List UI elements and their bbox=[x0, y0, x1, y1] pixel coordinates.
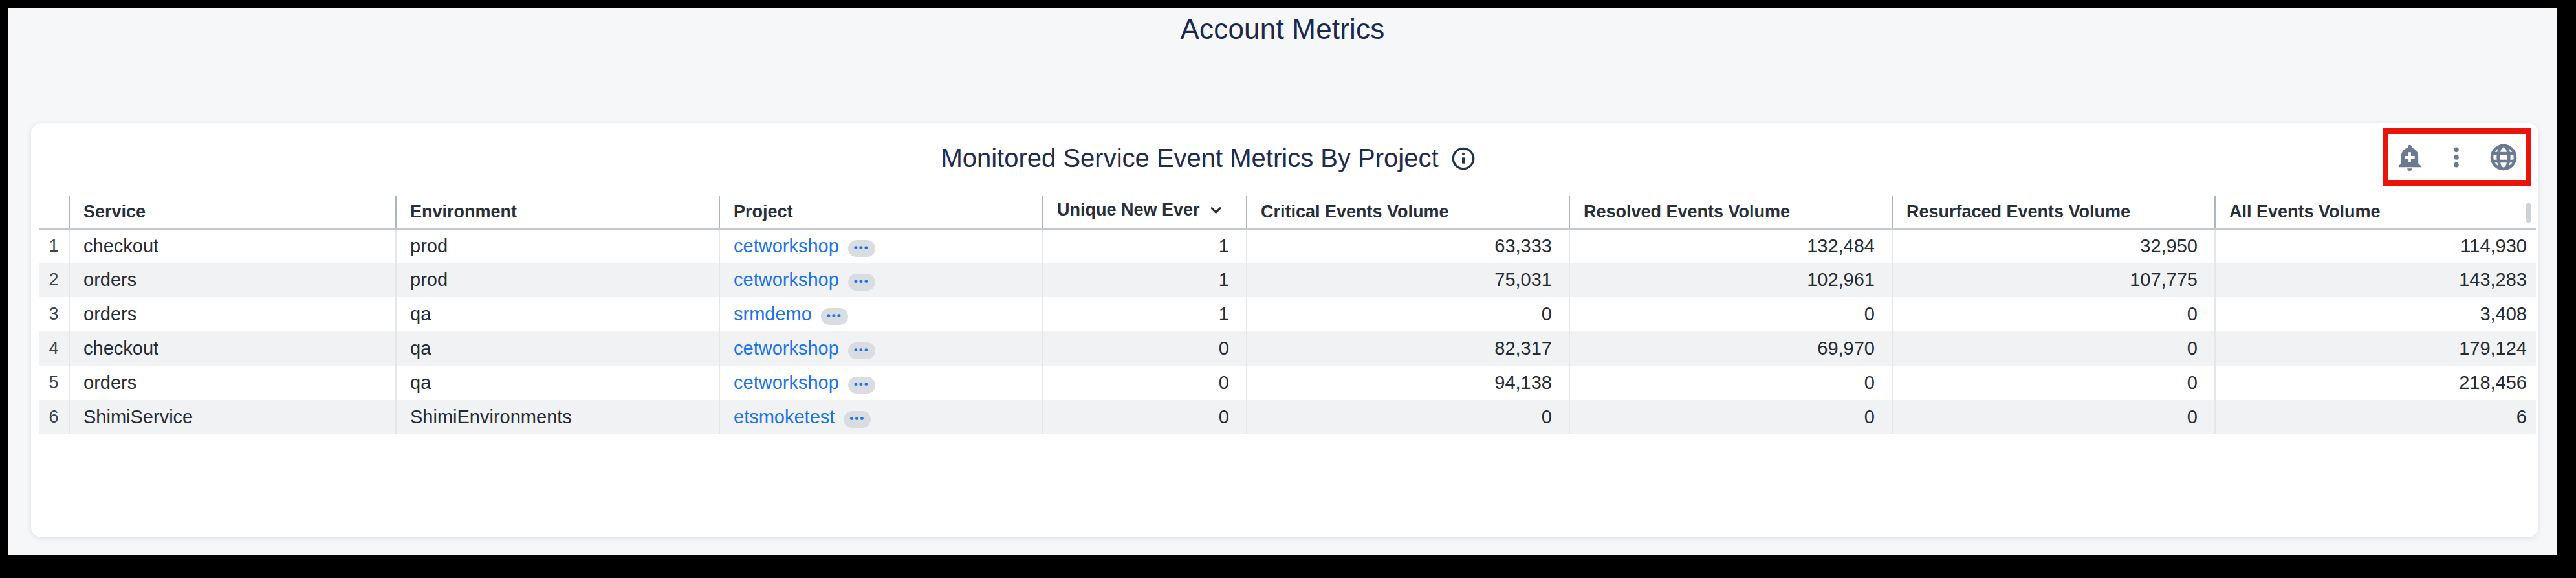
project-cell: cetworkshop ••• bbox=[719, 228, 1043, 263]
panel-title: Monitored Service Event Metrics By Proje… bbox=[941, 144, 1438, 172]
resurfaced-events-volume-cell: 0 bbox=[1892, 366, 2215, 400]
critical-events-volume-cell: 75,031 bbox=[1247, 263, 1569, 297]
unique-new-ever-cell: 1 bbox=[1043, 263, 1247, 297]
chevron-down-icon[interactable] bbox=[1206, 201, 1225, 223]
resurfaced-events-volume-cell: 0 bbox=[1892, 400, 2215, 434]
service-cell: ShimiService bbox=[69, 400, 396, 434]
project-cell: cetworkshop ••• bbox=[719, 366, 1043, 400]
col-environment-header[interactable]: Environment bbox=[396, 196, 719, 228]
critical-events-volume-cell: 82,317 bbox=[1247, 331, 1569, 366]
project-link[interactable]: cetworkshop bbox=[734, 372, 839, 393]
resurfaced-events-volume-cell: 0 bbox=[1892, 331, 2215, 366]
resurfaced-events-volume-cell: 32,950 bbox=[1892, 228, 2215, 263]
col-all-events-header[interactable]: All Events Volume bbox=[2215, 196, 2536, 228]
ellipsis-badge-icon[interactable]: ••• bbox=[821, 308, 848, 325]
ellipsis-badge-icon[interactable]: ••• bbox=[848, 342, 875, 359]
critical-events-volume-cell: 0 bbox=[1247, 400, 1569, 434]
project-link[interactable]: cetworkshop bbox=[734, 269, 839, 290]
table-row: 1checkoutprodcetworkshop•••163,333132,48… bbox=[39, 228, 2536, 263]
project-link[interactable]: srmdemo bbox=[734, 304, 812, 324]
resurfaced-events-volume-cell: 0 bbox=[1892, 297, 2215, 331]
kebab-menu-icon[interactable] bbox=[2443, 144, 2469, 170]
project-cell: srmdemo ••• bbox=[719, 297, 1043, 331]
resolved-events-volume-cell: 132,484 bbox=[1569, 228, 1892, 263]
unique-new-ever-cell: 0 bbox=[1043, 366, 1247, 400]
critical-events-volume-cell: 63,333 bbox=[1247, 228, 1569, 263]
service-cell: orders bbox=[69, 366, 396, 400]
metrics-panel: Monitored Service Event Metrics By Proje… bbox=[31, 123, 2538, 537]
table-row: 4checkoutqacetworkshop•••082,31769,97001… bbox=[39, 331, 2536, 366]
service-cell: orders bbox=[69, 297, 396, 331]
environment-cell: prod bbox=[396, 263, 719, 297]
all-events-volume-cell: 179,124 bbox=[2215, 331, 2536, 366]
resolved-events-volume-cell: 0 bbox=[1569, 297, 1892, 331]
page-title: Account Metrics bbox=[8, 13, 2557, 45]
ellipsis-badge-icon[interactable]: ••• bbox=[848, 377, 875, 394]
resolved-events-volume-cell: 69,970 bbox=[1569, 331, 1892, 366]
col-service-header[interactable]: Service bbox=[69, 196, 396, 228]
col-unique-new-header[interactable]: Unique New Ever bbox=[1043, 196, 1247, 228]
resolved-events-volume-cell: 102,961 bbox=[1569, 263, 1892, 297]
all-events-volume-cell: 6 bbox=[2215, 400, 2536, 434]
info-icon[interactable] bbox=[1450, 146, 1476, 177]
table-row: 2ordersprodcetworkshop•••175,031102,9611… bbox=[39, 263, 2536, 297]
environment-cell: qa bbox=[396, 331, 719, 366]
unique-new-ever-cell: 1 bbox=[1043, 297, 1247, 331]
ellipsis-badge-icon[interactable]: ••• bbox=[844, 411, 871, 428]
ellipsis-badge-icon[interactable]: ••• bbox=[848, 240, 875, 257]
col-resurfaced-header[interactable]: Resurfaced Events Volume bbox=[1892, 196, 2215, 228]
resolved-events-volume-cell: 0 bbox=[1569, 400, 1892, 434]
table-body: 1checkoutprodcetworkshop•••163,333132,48… bbox=[39, 228, 2536, 434]
panel-header: Monitored Service Event Metrics By Proje… bbox=[31, 144, 2386, 177]
project-link[interactable]: cetworkshop bbox=[734, 338, 839, 359]
unique-new-ever-cell: 0 bbox=[1043, 400, 1247, 434]
row-index: 3 bbox=[39, 297, 69, 331]
add-alert-bell-icon[interactable] bbox=[2395, 142, 2425, 172]
project-link[interactable]: etsmoketest bbox=[734, 406, 835, 427]
service-cell: checkout bbox=[69, 228, 396, 263]
unique-new-ever-cell: 1 bbox=[1043, 228, 1247, 263]
service-cell: orders bbox=[69, 263, 396, 297]
environment-cell: qa bbox=[396, 297, 719, 331]
environment-cell: qa bbox=[396, 366, 719, 400]
environment-cell: prod bbox=[396, 228, 719, 263]
table-row: 6ShimiServiceShimiEnvironmentsetsmoketes… bbox=[39, 400, 2536, 434]
vertical-scrollbar-thumb[interactable] bbox=[2526, 203, 2531, 223]
col-index-header bbox=[39, 196, 69, 228]
ellipsis-badge-icon[interactable]: ••• bbox=[848, 274, 875, 291]
service-cell: checkout bbox=[69, 331, 396, 366]
project-cell: cetworkshop ••• bbox=[719, 331, 1043, 366]
col-critical-header[interactable]: Critical Events Volume bbox=[1247, 196, 1569, 228]
unique-new-ever-cell: 0 bbox=[1043, 331, 1247, 366]
table-row: 5ordersqacetworkshop•••094,13800218,456 bbox=[39, 366, 2536, 400]
header-row: Service Environment Project Unique New E… bbox=[39, 196, 2536, 228]
all-events-volume-cell: 114,930 bbox=[2215, 228, 2536, 263]
col-project-header[interactable]: Project bbox=[719, 196, 1043, 228]
all-events-volume-cell: 218,456 bbox=[2215, 366, 2536, 400]
project-cell: etsmoketest ••• bbox=[719, 400, 1043, 434]
project-link[interactable]: cetworkshop bbox=[734, 236, 839, 256]
globe-icon[interactable] bbox=[2488, 142, 2519, 173]
row-index: 4 bbox=[39, 331, 69, 366]
row-index: 1 bbox=[39, 228, 69, 263]
all-events-volume-cell: 143,283 bbox=[2215, 263, 2536, 297]
environment-cell: ShimiEnvironments bbox=[396, 400, 719, 434]
page: Account Metrics Monitored Service Event … bbox=[8, 8, 2557, 555]
row-index: 6 bbox=[39, 400, 69, 434]
critical-events-volume-cell: 94,138 bbox=[1247, 366, 1569, 400]
col-resolved-header[interactable]: Resolved Events Volume bbox=[1569, 196, 1892, 228]
critical-events-volume-cell: 0 bbox=[1247, 297, 1569, 331]
row-index: 5 bbox=[39, 366, 69, 400]
resolved-events-volume-cell: 0 bbox=[1569, 366, 1892, 400]
all-events-volume-cell: 3,408 bbox=[2215, 297, 2536, 331]
table-row: 3ordersqasrmdemo•••10003,408 bbox=[39, 297, 2536, 331]
project-cell: cetworkshop ••• bbox=[719, 263, 1043, 297]
metrics-table: Service Environment Project Unique New E… bbox=[39, 196, 2536, 434]
annotation-highlight-box bbox=[2383, 128, 2531, 186]
row-index: 2 bbox=[39, 263, 69, 297]
resurfaced-events-volume-cell: 107,775 bbox=[1892, 263, 2215, 297]
